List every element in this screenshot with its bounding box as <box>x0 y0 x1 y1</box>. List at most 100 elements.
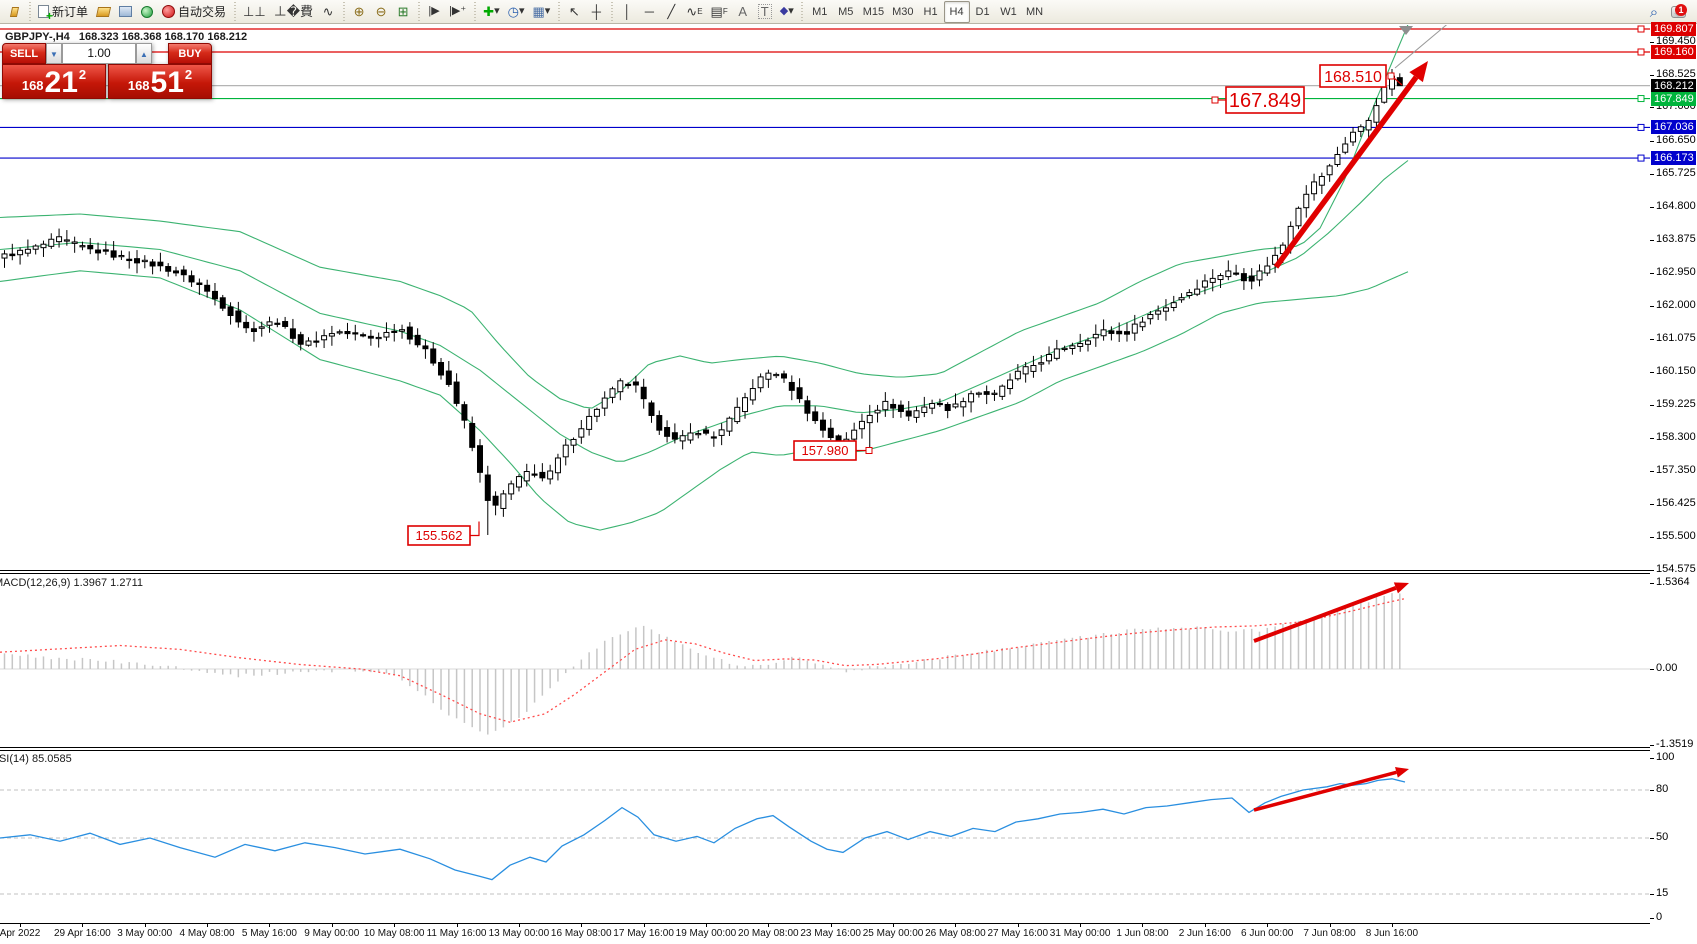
timeframe-button-d1[interactable]: D1 <box>975 5 990 18</box>
bollinger-upper-band[interactable] <box>0 25 1409 409</box>
candlestick-chart-button[interactable]: ⊥�費 <box>270 1 317 23</box>
chart-shift-button[interactable]: |▶⁺ <box>445 1 470 23</box>
date-tick <box>144 923 146 927</box>
navigator-button[interactable] <box>136 1 158 23</box>
timeframe-button-w1[interactable]: W1 <box>1000 5 1017 18</box>
auto-scroll-button[interactable]: |▶ <box>423 1 445 23</box>
cursor-button[interactable]: ↖ <box>563 1 585 23</box>
panel-separator[interactable] <box>0 750 1650 751</box>
text-label-button[interactable]: T <box>754 1 776 23</box>
date-label: 10 May 08:00 <box>363 928 425 939</box>
price-label-chip[interactable]: 169.807 <box>1651 22 1696 36</box>
line-handle[interactable] <box>1637 95 1645 103</box>
timeframe-button-m1[interactable]: M1 <box>812 5 828 18</box>
price-tick-label-tick <box>1650 537 1654 539</box>
main-chart-panel[interactable]: 155.562 157.980 167.849 168.510 <box>0 16 1650 546</box>
volume-input[interactable]: 1.00 <box>62 43 136 64</box>
toolbar-separator <box>472 1 478 22</box>
trend-arrow[interactable] <box>1273 61 1428 269</box>
ask-price-display[interactable]: 168 51 2 <box>108 64 212 99</box>
volume-decrease-button[interactable]: ▼ <box>46 43 62 64</box>
toolbar-separator <box>609 1 615 22</box>
price-annotation[interactable]: 168.510 <box>1319 64 1403 88</box>
price-label-chip[interactable]: 167.036 <box>1651 120 1696 135</box>
indicators-button[interactable]: ✚ ▾ <box>479 1 503 23</box>
panel-separator[interactable] <box>0 573 1650 574</box>
price-tick-label: 159.225 <box>1656 397 1696 410</box>
line-handle[interactable] <box>1637 154 1645 162</box>
chart-shift-icon: |▶⁺ <box>449 5 467 17</box>
new-order-icon: + <box>38 5 53 22</box>
date-label: 19 May 00:00 <box>675 928 737 939</box>
price-tick-label-tick <box>1650 437 1654 439</box>
tile-windows-button[interactable]: ⊞ <box>392 1 414 23</box>
templates-button[interactable]: ▦ ▾ <box>528 1 554 23</box>
line-handle[interactable] <box>1637 25 1645 33</box>
top-marker-triangle[interactable] <box>1399 26 1413 35</box>
bollinger-middle-band[interactable] <box>0 160 1409 462</box>
vertical-line-button[interactable]: │ <box>616 1 638 23</box>
rsi-trend-arrow[interactable] <box>1253 767 1409 812</box>
aux-trendline[interactable] <box>1394 16 1457 69</box>
volume-increase-button[interactable]: ▲ <box>136 43 152 64</box>
sell-button[interactable]: SELL <box>2 43 46 64</box>
timeframe-button-h1[interactable]: H1 <box>923 5 938 18</box>
date-label: 29 Apr 16:00 <box>54 928 111 939</box>
date-axis[interactable]: Apr 2022 29 Apr 16:00 3 May 00:00 4 May 08:… <box>0 923 1650 944</box>
buy-button[interactable]: BUY <box>168 43 212 64</box>
channel-button[interactable]: ∿ E <box>682 1 706 23</box>
timeframe-button-m15[interactable]: M15 <box>862 5 885 18</box>
autotrading-button[interactable]: 自动交易 <box>158 1 230 23</box>
crosshair-button[interactable]: ┼ <box>585 1 607 23</box>
line-handle[interactable] <box>1637 48 1645 56</box>
new-order-button[interactable]: + 新订单 <box>34 1 92 23</box>
price-annotation[interactable]: 155.562 <box>407 521 480 546</box>
price-tick-label: 160.150 <box>1656 365 1696 378</box>
periods-button[interactable]: ◷ ▾ <box>504 1 529 23</box>
line-handle[interactable] <box>1637 123 1645 131</box>
timeframe-button-h4[interactable]: H4 <box>943 0 970 23</box>
horizontal-line-button[interactable]: ─ <box>638 1 660 23</box>
zoom-out-button[interactable]: ⊖ <box>370 1 392 23</box>
macd-panel[interactable] <box>0 582 1650 735</box>
date-label: Apr 2022 <box>0 928 41 939</box>
rsi-panel[interactable] <box>0 767 1650 895</box>
bollinger-lower-band[interactable] <box>0 270 1409 531</box>
zoom-in-button[interactable]: ⊕ <box>348 1 370 23</box>
notifications-button[interactable]: 1 <box>1665 1 1691 23</box>
date-label: 6 Jun 00:00 <box>1241 928 1294 939</box>
toolbar-separator <box>556 1 562 22</box>
line-chart-button[interactable]: ∿ <box>317 1 339 23</box>
tile-windows-icon: ⊞ <box>397 4 409 19</box>
bid-price-display[interactable]: 168 21 2 <box>2 64 106 99</box>
price-label-chip[interactable]: 169.160 <box>1651 44 1696 59</box>
timeframe-button-mn[interactable]: MN <box>1025 5 1044 18</box>
price-annotation[interactable]: 157.980 <box>793 440 873 461</box>
price-tick-label-tick <box>1650 239 1654 241</box>
date-label: 23 May 16:00 <box>800 928 861 939</box>
arrows-tool-button[interactable]: ◆ ▾ <box>776 1 798 23</box>
price-label-chip[interactable]: 166.173 <box>1651 151 1696 166</box>
clock-icon: ◷ <box>507 4 519 19</box>
date-tick <box>518 923 520 927</box>
data-window-button[interactable] <box>114 1 136 23</box>
timeframe-button-m5[interactable]: M5 <box>838 5 854 18</box>
panel-separator[interactable] <box>0 570 1650 571</box>
text-button[interactable]: A <box>732 1 754 23</box>
price-axis[interactable]: 169.450 168.525 167.600 166.650 165.725 164.8… <box>1650 22 1697 944</box>
price-label-chip[interactable]: 168.212 <box>1651 78 1696 93</box>
macd-trend-arrow[interactable] <box>1253 582 1409 643</box>
zoom-out-icon: ⊖ <box>375 4 387 19</box>
timeframe-button-m30[interactable]: M30 <box>892 5 914 18</box>
fibonacci-button[interactable]: ▤ F <box>707 1 732 23</box>
bar-chart-button[interactable]: ⊥⊥ <box>239 1 270 23</box>
price-tick-label: 165.725 <box>1656 166 1696 179</box>
trendline-button[interactable]: ╱ <box>660 1 682 23</box>
price-label-chip[interactable]: 167.849 <box>1651 91 1696 106</box>
price-annotation[interactable]: 167.849 <box>1211 86 1305 114</box>
panel-separator[interactable] <box>0 747 1650 748</box>
search-button[interactable]: ⌕ <box>1643 1 1665 23</box>
date-label: 26 May 08:00 <box>925 928 986 939</box>
rsi-tick-label-tick <box>1650 918 1654 919</box>
